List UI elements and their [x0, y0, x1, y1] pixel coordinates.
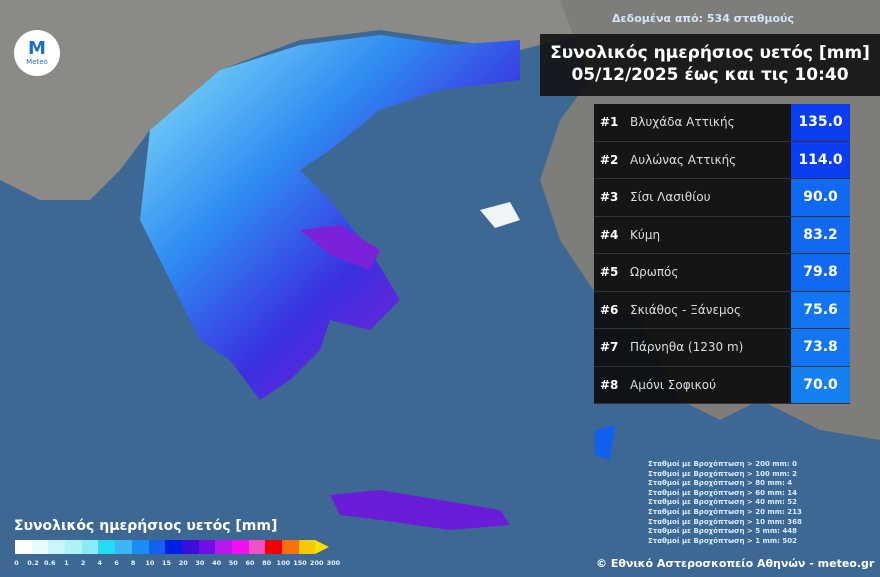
stats-line: Σταθμοί με Βροχόπτωση > 60 mm: 14 — [648, 488, 797, 497]
legend-tick-label: 10 — [145, 559, 155, 567]
rainfall-value: 73.8 — [791, 329, 850, 366]
crete — [330, 490, 510, 530]
station-name: Σκιάθος - Ξάνεμος — [630, 302, 742, 317]
station-name: Αμόνι Σοφικού — [630, 377, 717, 392]
legend-tick-label: 300 — [326, 559, 341, 567]
legend-color-swatch — [131, 540, 149, 554]
rainfall-value: 83.2 — [791, 216, 850, 253]
ranking-row: #4 Κύμη 83.2 — [594, 216, 850, 254]
rainfall-value: 90.0 — [791, 179, 850, 216]
station-name: Αυλώνας Αττικής — [630, 152, 737, 167]
legend-color-swatch — [215, 540, 232, 554]
legend-color-swatch — [282, 540, 299, 554]
ranking-row: #5 Ωρωπός 79.8 — [594, 254, 850, 292]
ranking-table: #1 Βλυχάδα Αττικής 135.0 #2 Αυλώνας Αττικής 1… — [594, 104, 850, 404]
legend-ticks: 0 0.2 0.6 1 2 4 6 8 10 15 20 30 40 50 60 80 100 150 200 300 — [8, 559, 342, 567]
legend-tick-label: 8 — [130, 559, 136, 567]
legend-arrow — [315, 540, 330, 554]
legend-tick-label: 4 — [97, 559, 103, 567]
legend-tick-label: 40 — [212, 559, 222, 567]
legend-tick-label: 150 — [293, 559, 307, 567]
stats-line: Σταθμοί με Βροχόπτωση > 40 mm: 52 — [648, 498, 797, 507]
title-line-1: Συνολικός ημερήσιος υετός [mm] — [550, 43, 870, 63]
map-title: Συνολικός ημερήσιος υετός [mm] 05/12/202… — [540, 34, 880, 96]
legend-tick-label: 200 — [309, 559, 324, 567]
legend-tick-label: 50 — [228, 559, 238, 567]
stats-line: Σταθμοί με Βροχόπτωση > 10 mm: 368 — [648, 517, 802, 526]
station-name: Πάρνηθα (1230 m) — [630, 340, 744, 355]
greece-evia — [300, 225, 380, 270]
legend-color-swatch — [165, 540, 182, 554]
legend-color-swatch — [248, 540, 266, 554]
legend-color-swatch — [115, 540, 132, 554]
stats-line: Σταθμοί με Βροχόπτωση > 1 mm: 502 — [648, 536, 797, 545]
station-name: Σίσι Λασιθίου — [630, 190, 711, 205]
rank-number: #8 — [600, 377, 619, 392]
legend-tick-label: 60 — [245, 559, 255, 567]
ranking-row: #1 Βλυχάδα Αττικής 135.0 — [594, 104, 850, 142]
rank-number: #5 — [600, 265, 619, 280]
station-name: Κύμη — [630, 227, 661, 242]
rank-number: #6 — [600, 302, 619, 317]
rank-number: #1 — [600, 115, 619, 130]
legend-tick-label: 100 — [276, 559, 291, 567]
rank-number: #4 — [600, 227, 619, 242]
rainfall-value: 114.0 — [791, 141, 850, 178]
rainfall-value: 70.0 — [791, 366, 850, 403]
legend-tick-label: 20 — [178, 559, 188, 567]
legend-color-swatch — [298, 540, 316, 554]
legend-tick-label: 0.2 — [27, 559, 39, 567]
rainfall-value: 135.0 — [791, 104, 850, 141]
rank-number: #7 — [600, 340, 619, 355]
legend-colorbar — [15, 540, 330, 554]
stats-line: Σταθμοί με Βροχόπτωση > 5 mm: 448 — [648, 527, 797, 536]
logo-mark: M — [28, 38, 46, 59]
legend-tick-label: 2 — [80, 559, 86, 567]
legend-tick-label: 6 — [114, 559, 119, 567]
legend-color-swatch — [81, 540, 99, 554]
stats-line: Σταθμοί με Βροχόπτωση > 200 mm: 0 — [648, 460, 797, 468]
legend-color-swatch — [15, 540, 32, 554]
logo-text: Meteo — [26, 58, 48, 66]
stats-line: Σταθμοί με Βροχόπτωση > 20 mm: 213 — [648, 507, 802, 516]
meteo-logo: M Meteo — [14, 30, 60, 76]
legend-title: Συνολικός ημερήσιος υετός [mm] — [14, 518, 278, 534]
legend-tick-label: 0.6 — [43, 559, 56, 567]
stats-line: Σταθμοί με Βροχόπτωση > 80 mm: 4 — [648, 479, 793, 488]
legend-tick-label: 80 — [262, 559, 272, 567]
legend-tick-label: 15 — [162, 559, 172, 567]
legend-color-swatch — [231, 540, 249, 554]
rank-number: #3 — [600, 190, 619, 205]
legend-color-swatch — [198, 540, 216, 554]
legend-color-swatch — [148, 540, 166, 554]
ranking-row: #7 Πάρνηθα (1230 m) 73.8 — [594, 329, 850, 367]
legend-color-swatch — [181, 540, 199, 554]
legend-color-swatch — [65, 540, 82, 554]
rainfall-value: 75.6 — [791, 291, 850, 328]
land-balkans — [0, 0, 620, 200]
legend-color-swatch — [98, 540, 116, 554]
ranking-row: #8 Αμόνι Σοφικού 70.0 — [594, 366, 850, 404]
legend-tick-label: 0 — [14, 559, 19, 567]
lesvos — [480, 202, 520, 228]
legend-color-swatch — [265, 540, 282, 554]
legend-color-swatch — [31, 540, 49, 554]
title-line-2: 05/12/2025 έως και τις 10:40 — [571, 65, 849, 85]
station-name: Βλυχάδα Αττικής — [630, 115, 735, 130]
ranking-row: #6 Σκιάθος - Ξάνεμος 75.6 — [594, 291, 850, 329]
rank-number: #2 — [600, 152, 619, 167]
greece-mainland — [140, 35, 520, 400]
rhodes — [595, 425, 615, 460]
station-name: Ωρωπός — [630, 265, 679, 280]
rainfall-value: 79.8 — [791, 254, 850, 291]
copyright: © Εθνικό Αστεροσκοπείο Αθηνών - meteo.gr — [596, 557, 875, 570]
ranking-row: #2 Αυλώνας Αττικής 114.0 — [594, 141, 850, 179]
legend-tick-label: 1 — [64, 559, 69, 567]
stations-count: Δεδομένα από: 534 σταθμούς — [612, 12, 794, 25]
legend-color-swatch — [48, 540, 66, 554]
stats-line: Σταθμοί με Βροχόπτωση > 100 mm: 2 — [648, 469, 797, 478]
stations-stats: Σταθμοί με Βροχόπτωση > 200 mm: 0 Σταθμοί… — [648, 460, 802, 546]
ranking-row: #3 Σίσι Λασιθίου 90.0 — [594, 179, 850, 217]
legend-tick-label: 30 — [195, 559, 205, 567]
